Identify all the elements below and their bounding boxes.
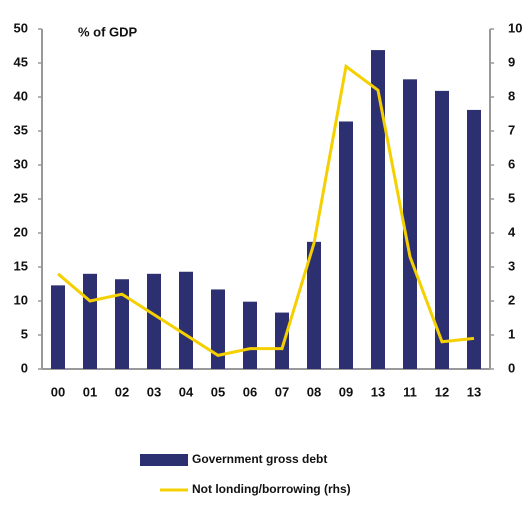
y-tick-label: 10 — [14, 292, 28, 307]
bar — [339, 121, 353, 369]
x-tick-label: 07 — [275, 384, 289, 399]
x-tick-label: 05 — [211, 384, 225, 399]
x-tick-label: 13 — [371, 384, 385, 399]
y-tick-label: 45 — [14, 54, 28, 69]
y-tick-label: 30 — [14, 156, 28, 171]
bar — [435, 90, 449, 369]
x-tick-label: 01 — [83, 384, 97, 399]
x-tick-label: 08 — [307, 384, 321, 399]
y2-tick-label: 1 — [508, 326, 515, 341]
x-tick-label: 02 — [115, 384, 129, 399]
y-tick-label: 15 — [14, 258, 28, 273]
y2-tick-label: 9 — [508, 54, 515, 69]
y2-tick-label: 10 — [508, 20, 522, 35]
y-axis-label: % of GDP — [78, 24, 138, 39]
line — [57, 63, 475, 357]
y-tick-label: 25 — [14, 190, 28, 205]
x-tick-label: 13 — [467, 384, 481, 399]
legend-swatch — [140, 454, 188, 466]
y2-tick-label: 7 — [508, 122, 515, 137]
y-tick-label: 35 — [14, 122, 28, 137]
x-tick-label: 04 — [179, 384, 194, 399]
bar — [275, 312, 289, 369]
y-tick-label: 0 — [21, 360, 28, 375]
x-tick-label: 00 — [51, 384, 65, 399]
y2-tick-label: 3 — [508, 258, 515, 273]
x-tick-label: 12 — [435, 384, 449, 399]
bar — [83, 273, 97, 369]
bar — [51, 285, 65, 369]
bar — [243, 301, 257, 369]
y2-tick-label: 5 — [508, 190, 515, 205]
x-tick-label: 03 — [147, 384, 161, 399]
x-tick-label: 09 — [339, 384, 353, 399]
legend-label: Not londing/borrowing (rhs) — [192, 482, 351, 496]
bar — [403, 79, 417, 369]
bar — [179, 271, 193, 369]
bar — [147, 273, 161, 369]
y-tick-label: 20 — [14, 224, 28, 239]
y-tick-label: 50 — [14, 20, 28, 35]
bar — [307, 241, 321, 369]
bar — [115, 279, 129, 369]
y-tick-label: 5 — [21, 326, 28, 341]
bar — [371, 50, 385, 369]
bar — [211, 289, 225, 369]
y2-tick-label: 0 — [508, 360, 515, 375]
y2-tick-label: 2 — [508, 292, 515, 307]
y2-tick-label: 4 — [508, 224, 516, 239]
y2-tick-label: 8 — [508, 88, 515, 103]
bar — [467, 109, 481, 370]
y2-tick-label: 6 — [508, 156, 515, 171]
y-tick-label: 40 — [14, 88, 28, 103]
legend-label: Government gross debt — [192, 452, 327, 466]
x-tick-label: 11 — [403, 384, 417, 399]
x-tick-label: 06 — [243, 384, 257, 399]
